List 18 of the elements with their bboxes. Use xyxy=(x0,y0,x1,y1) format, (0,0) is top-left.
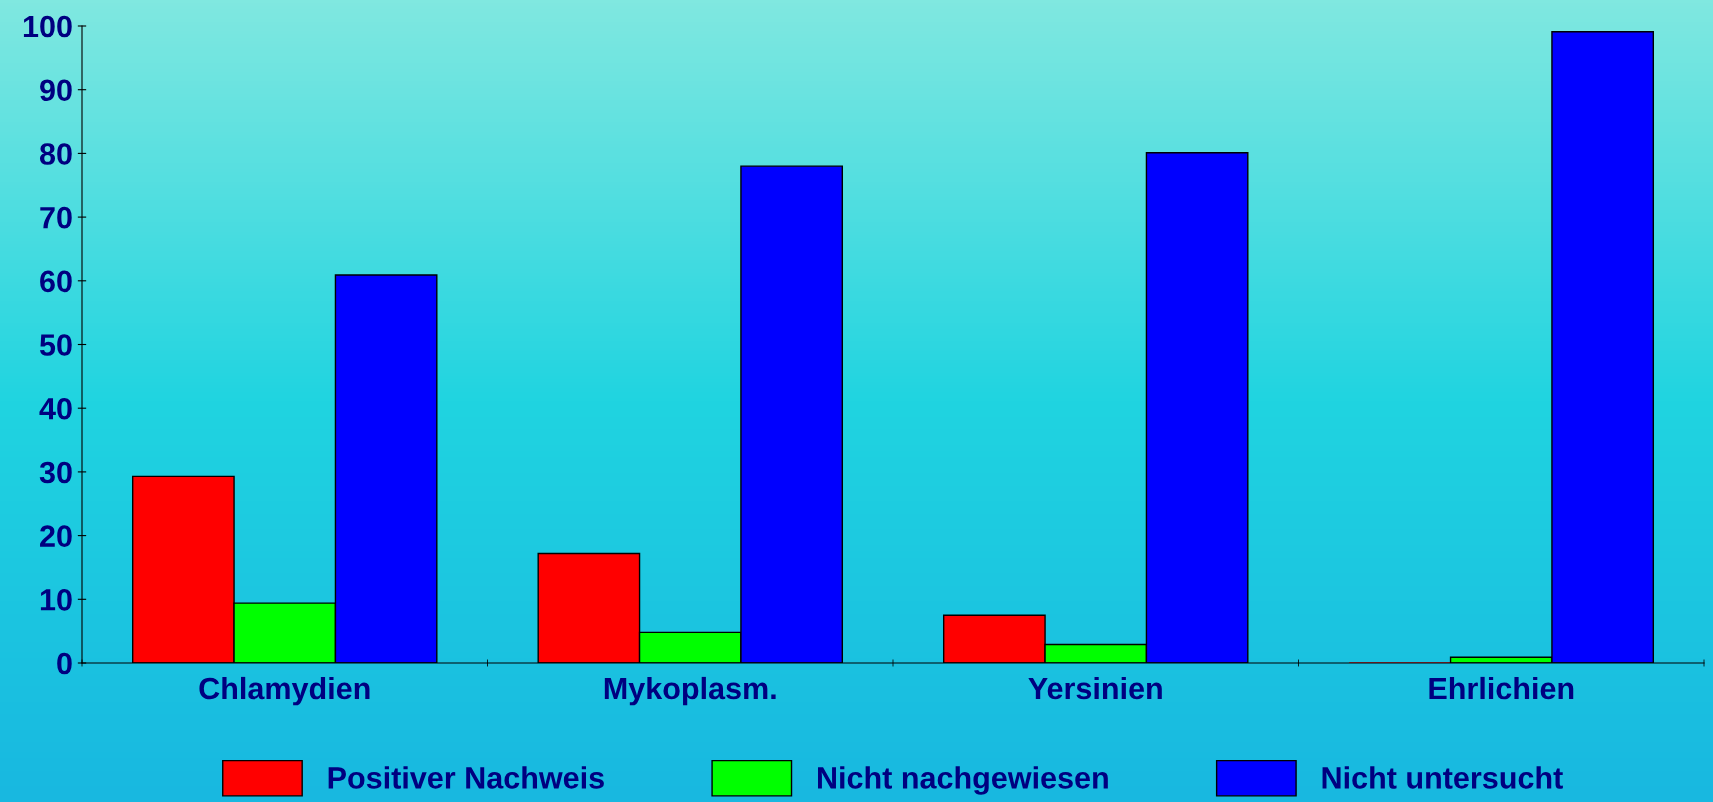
x-tick-label: Ehrlichien xyxy=(1429,676,1574,700)
y-tick-label: 40 xyxy=(39,397,72,420)
y-tick-label: 80 xyxy=(39,143,72,165)
legend-label: Nicht untersucht xyxy=(1322,766,1563,789)
x-tick-label: Yersinien xyxy=(1028,676,1162,700)
y-tick-label: 20 xyxy=(40,525,72,547)
legend-label: Positiver Nachweis xyxy=(328,766,604,789)
y-tick-label: 60 xyxy=(40,270,72,293)
y-tick-label: 0 xyxy=(57,652,72,675)
x-tick-label: Chlamydien xyxy=(199,676,370,706)
x-tick-label: Mykoplasm. xyxy=(604,676,776,706)
y-tick-label: 30 xyxy=(39,461,72,484)
y-tick-label: 100 xyxy=(23,15,72,38)
y-tick-label: 90 xyxy=(40,79,72,102)
legend-label: Nicht nachgewiesen xyxy=(818,766,1108,795)
y-tick-label: 10 xyxy=(40,589,72,611)
y-tick-label: 70 xyxy=(40,206,72,229)
y-tick-label: 50 xyxy=(39,334,72,356)
